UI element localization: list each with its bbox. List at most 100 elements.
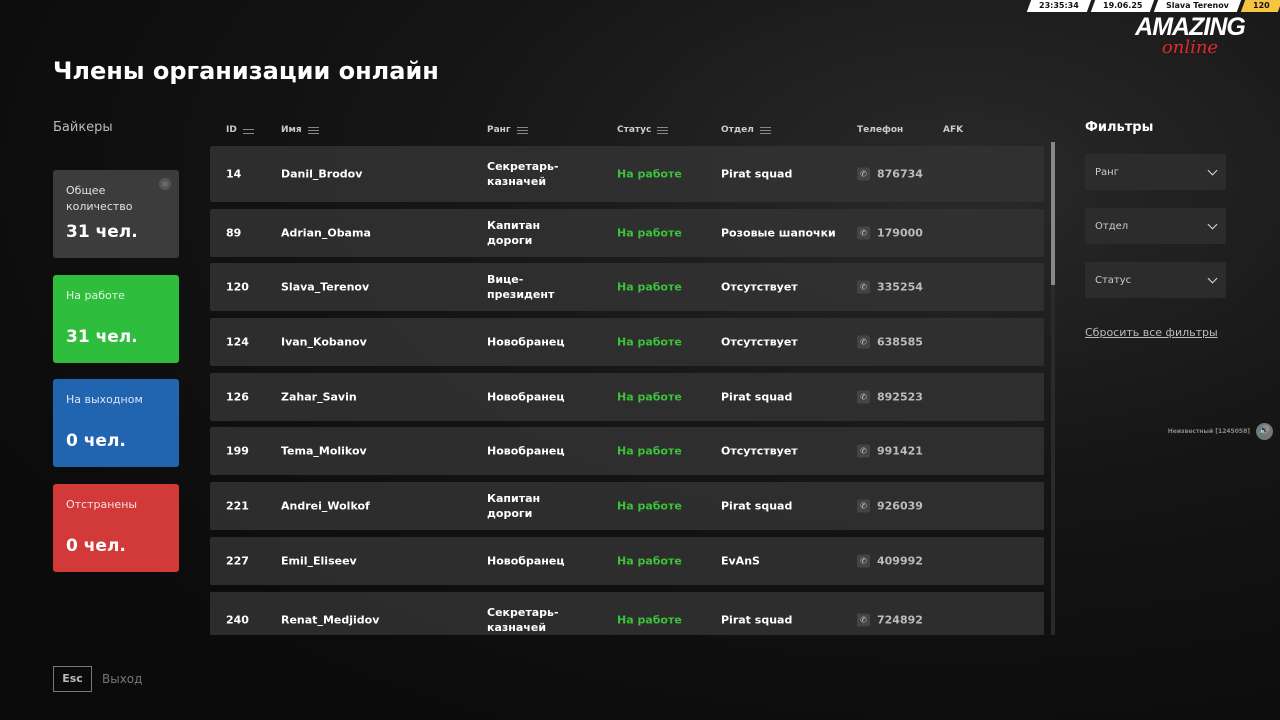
- stat-card-value: 31 чел.: [66, 327, 138, 347]
- cell-rank: Секретарь-казначей: [487, 160, 559, 188]
- cell-dept: Розовые шапочки: [721, 226, 836, 240]
- cell-name: Slava_Terenov: [281, 280, 370, 294]
- stat-card[interactable]: Общее количество 31 чел.: [53, 170, 179, 258]
- stat-card-label: На выходном: [66, 393, 143, 406]
- stat-card-label: Отстранены: [66, 498, 138, 511]
- sort-icon[interactable]: [516, 126, 528, 134]
- cell-status: На работе: [617, 444, 682, 458]
- cell-phone: ✆ 892523: [857, 389, 923, 404]
- col-name[interactable]: Имя: [281, 125, 319, 135]
- table-row[interactable]: 124 Ivan_Kobanov Новобранец На работе От…: [210, 318, 1044, 367]
- stat-card[interactable]: На работе 31 чел.: [53, 275, 179, 363]
- cell-rank: Новобранец: [487, 335, 565, 349]
- cell-phone: ✆ 409992: [857, 553, 923, 568]
- filters-title: Фильтры: [1085, 120, 1154, 135]
- cell-status: На работе: [617, 167, 682, 181]
- col-id[interactable]: ID: [226, 125, 254, 135]
- table-row[interactable]: 240 Renat_Medjidov Секретарь-казначей На…: [210, 591, 1044, 635]
- cell-name: Adrian_Obama: [281, 226, 371, 240]
- esc-button[interactable]: Esc: [53, 666, 92, 692]
- chevron-down-icon: [1207, 219, 1218, 229]
- cell-id: 221: [226, 499, 249, 513]
- cell-status: На работе: [617, 226, 682, 240]
- phone-icon: ✆: [857, 613, 870, 626]
- cell-id: 227: [226, 554, 249, 568]
- dept-filter[interactable]: Отдел: [1085, 208, 1226, 244]
- cell-dept: Pirat squad: [721, 499, 793, 513]
- phone-icon: ✆: [857, 280, 870, 294]
- sort-icon[interactable]: [242, 127, 254, 134]
- exit-label[interactable]: Выход: [102, 672, 143, 686]
- cell-status: На работе: [617, 554, 682, 568]
- table-row[interactable]: 199 Tema_Molikov Новобранец На работе От…: [210, 427, 1044, 476]
- cell-dept: Pirat squad: [721, 390, 793, 404]
- cell-id: 120: [226, 280, 249, 294]
- cell-phone: ✆ 991421: [857, 444, 923, 459]
- status-filter[interactable]: Статус: [1085, 262, 1226, 298]
- player-level: 120: [1253, 1, 1270, 10]
- table-row[interactable]: 120 Slava_Terenov Вице-президент На рабо…: [210, 263, 1044, 312]
- cell-phone: ✆ 179000: [857, 225, 923, 240]
- cell-rank: Капитан дороги: [487, 492, 541, 521]
- cell-dept: Pirat squad: [721, 613, 793, 626]
- logo: AMAZING online: [1114, 15, 1266, 57]
- stat-card-label: На работе: [66, 289, 125, 302]
- cell-name: Renat_Medjidov: [281, 613, 380, 626]
- col-dept[interactable]: Отдел: [721, 125, 771, 135]
- time: 23:35:34: [1039, 1, 1079, 10]
- cell-dept: Отсутствует: [721, 335, 798, 349]
- members-list: 14 Danil_Brodov Секретарь-казначей На ра…: [210, 146, 1044, 635]
- cell-rank: Вице-президент: [487, 273, 555, 302]
- cell-id: 199: [226, 444, 249, 458]
- organization-name: Байкеры: [53, 120, 113, 135]
- table-row[interactable]: 227 Emil_Eliseev Новобранец На работе Ev…: [210, 536, 1044, 585]
- table-row[interactable]: 126 Zahar_Savin Новобранец На работе Pir…: [210, 372, 1044, 421]
- player-name: Slava Terenov: [1166, 1, 1230, 10]
- col-phone: Телефон: [857, 125, 904, 135]
- col-status[interactable]: Статус: [617, 125, 669, 135]
- sort-icon[interactable]: [759, 126, 771, 134]
- sort-icon[interactable]: [657, 126, 669, 134]
- cell-phone: ✆ 926039: [857, 499, 923, 514]
- cell-status: На работе: [617, 335, 682, 349]
- cell-rank: Новобранец: [487, 554, 565, 568]
- table-row[interactable]: 89 Adrian_Obama Капитан дороги На работе…: [210, 208, 1044, 257]
- cell-id: 126: [226, 390, 249, 404]
- logo-sub: online: [1161, 37, 1219, 58]
- stat-card-value: 0 чел.: [66, 431, 126, 451]
- reset-filters-link[interactable]: Сбросить все фильтры: [1085, 326, 1218, 339]
- info-icon[interactable]: [159, 178, 171, 190]
- stat-card[interactable]: Отстранены 0 чел.: [53, 484, 179, 572]
- sort-icon[interactable]: [307, 126, 319, 134]
- stat-card-label: Общее количество: [66, 184, 133, 213]
- cell-id: 124: [226, 335, 249, 349]
- voice-speaker-label: Неизвестный [1245058]: [1167, 428, 1250, 435]
- phone-icon: ✆: [857, 390, 870, 404]
- stat-card[interactable]: На выходном 0 чел.: [53, 379, 179, 467]
- cell-phone: ✆ 335254: [857, 280, 923, 295]
- scrollbar-thumb[interactable]: [1051, 142, 1055, 285]
- col-afk: AFK: [943, 125, 964, 135]
- phone-icon: ✆: [857, 335, 870, 349]
- cell-status: На работе: [617, 613, 682, 626]
- scrollbar[interactable]: [1051, 142, 1055, 635]
- cell-phone: ✆ 638585: [857, 335, 923, 350]
- cell-rank: Секретарь-казначей: [487, 605, 559, 634]
- cell-status: На работе: [617, 499, 682, 513]
- logo-main: AMAZING: [1135, 13, 1246, 41]
- col-rank[interactable]: Ранг: [487, 125, 528, 135]
- cell-rank: Новобранец: [487, 444, 565, 458]
- table-row[interactable]: 14 Danil_Brodov Секретарь-казначей На ра…: [210, 146, 1044, 202]
- cell-name: Tema_Molikov: [281, 444, 367, 458]
- cell-dept: Отсутствует: [721, 280, 798, 294]
- cell-name: Zahar_Savin: [281, 390, 357, 404]
- status-bar: 23:35:34 19.06.25 Slava Terenov 120: [1025, 0, 1280, 12]
- rank-filter[interactable]: Ранг: [1085, 154, 1226, 190]
- date: 19.06.25: [1102, 1, 1143, 10]
- cell-dept: Отсутствует: [721, 444, 798, 458]
- cell-dept: EvAnS: [721, 554, 760, 568]
- table-row[interactable]: 221 Andrei_Wolkof Капитан дороги На рабо…: [210, 482, 1044, 531]
- cell-name: Andrei_Wolkof: [281, 499, 370, 513]
- phone-icon: ✆: [857, 444, 870, 458]
- cell-name: Emil_Eliseev: [281, 554, 357, 568]
